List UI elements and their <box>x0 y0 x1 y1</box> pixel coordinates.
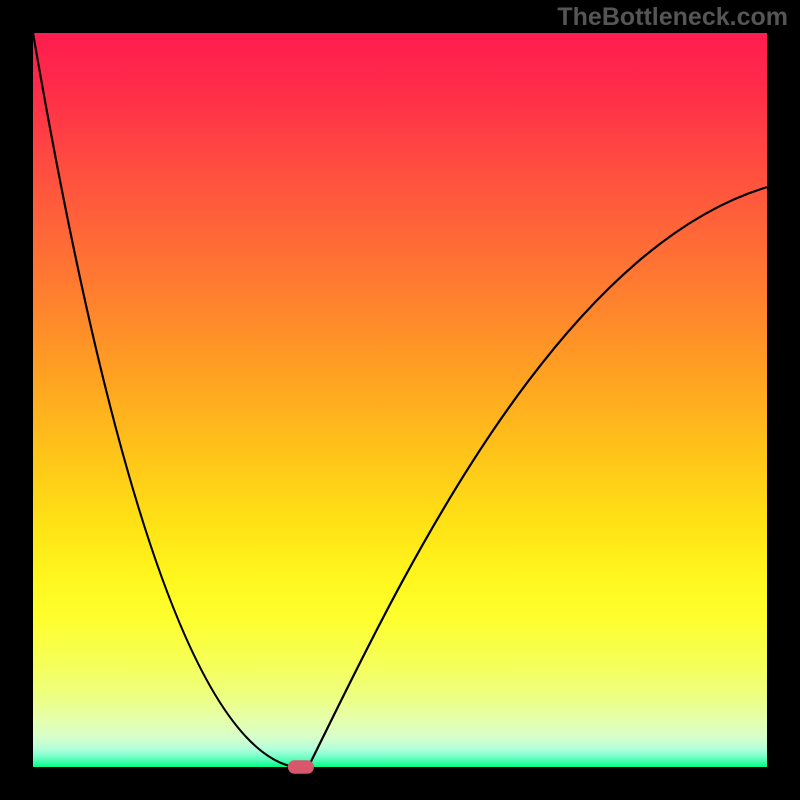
plot-background <box>33 33 767 767</box>
bottleneck-chart <box>0 0 800 800</box>
min-marker <box>288 761 313 773</box>
chart-frame: TheBottleneck.com <box>0 0 800 800</box>
watermark-text: TheBottleneck.com <box>557 3 788 32</box>
